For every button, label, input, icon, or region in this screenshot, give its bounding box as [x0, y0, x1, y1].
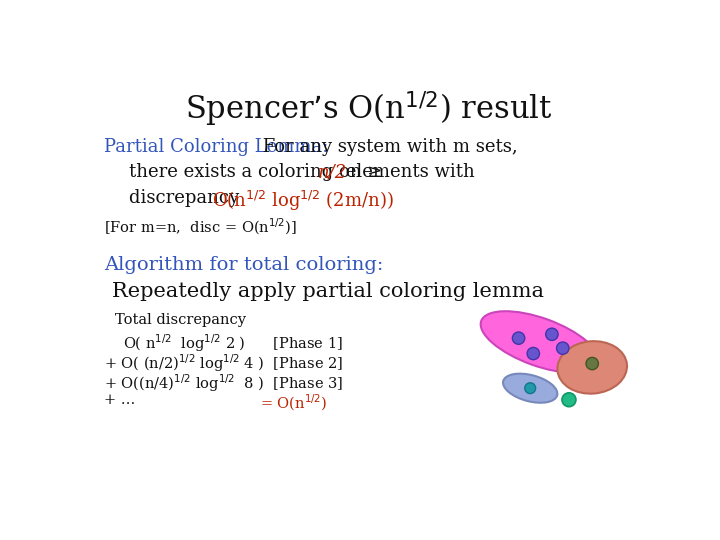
Text: O( n$^{1/2}$  log$^{1/2}$ 2 )      [Phase 1]: O( n$^{1/2}$ log$^{1/2}$ 2 ) [Phase 1] [122, 333, 343, 354]
Text: elements with: elements with [340, 164, 474, 181]
Ellipse shape [503, 374, 557, 403]
Ellipse shape [546, 328, 558, 340]
Ellipse shape [557, 341, 627, 394]
Text: n/2: n/2 [318, 164, 347, 181]
Text: + …: + … [104, 393, 135, 407]
Ellipse shape [562, 393, 576, 407]
Text: For any system with m sets,: For any system with m sets, [256, 138, 517, 156]
Text: Total discrepancy: Total discrepancy [114, 313, 246, 327]
Text: Spencer’s O(n$^{1/2}$) result: Spencer’s O(n$^{1/2}$) result [185, 90, 553, 129]
Text: = O(n$^{1/2}$): = O(n$^{1/2}$) [261, 393, 328, 413]
Ellipse shape [513, 332, 525, 345]
Ellipse shape [557, 342, 569, 354]
Text: O(n$^{1/2}$ log$^{1/2}$ (2m/n)): O(n$^{1/2}$ log$^{1/2}$ (2m/n)) [212, 189, 395, 213]
Ellipse shape [586, 357, 598, 370]
Text: + O( (n/2)$^{1/2}$ log$^{1/2}$ 4 )  [Phase 2]: + O( (n/2)$^{1/2}$ log$^{1/2}$ 4 ) [Phas… [104, 353, 343, 374]
Text: discrepancy: discrepancy [129, 189, 245, 207]
Text: Repeatedly apply partial coloring lemma: Repeatedly apply partial coloring lemma [112, 282, 544, 301]
Text: + O((n/4)$^{1/2}$ log$^{1/2}$  8 )  [Phase 3]: + O((n/4)$^{1/2}$ log$^{1/2}$ 8 ) [Phase… [104, 373, 343, 395]
Text: [For m=n,  disc = O(n$^{1/2}$)]: [For m=n, disc = O(n$^{1/2}$)] [104, 217, 297, 237]
Ellipse shape [525, 383, 536, 394]
Text: Partial Coloring Lemma:: Partial Coloring Lemma: [104, 138, 328, 156]
Ellipse shape [527, 347, 539, 360]
Text: Algorithm for total coloring:: Algorithm for total coloring: [104, 256, 383, 274]
Text: there exists a coloring on ≥: there exists a coloring on ≥ [129, 164, 388, 181]
Ellipse shape [481, 311, 598, 373]
